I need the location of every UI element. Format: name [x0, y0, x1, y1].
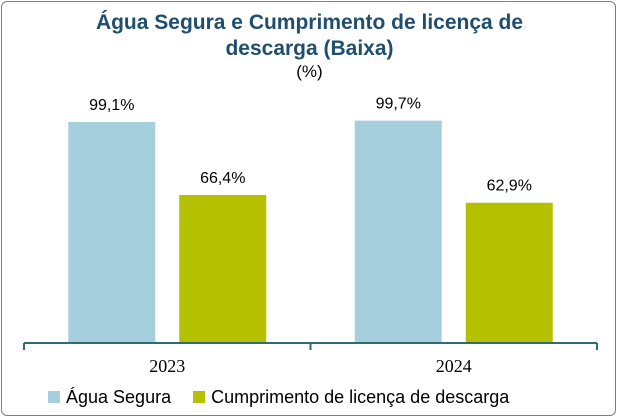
data-label-cumprimento-2023: 66,4% — [200, 170, 245, 187]
legend-swatch-cumprimento — [193, 391, 206, 403]
chart-title-line-2: descarga (Baixa) — [225, 37, 394, 60]
legend-item-cumprimento: Cumprimento de licença de descarga — [193, 387, 509, 408]
chart-title-line-1: Água Segura e Cumprimento de licença de — [95, 11, 524, 34]
bar-agua-segura-2023 — [68, 122, 156, 343]
legend-swatch-agua-segura — [48, 391, 60, 403]
bar-cumprimento-2024 — [465, 202, 553, 343]
chart-legend: Água Segura Cumprimento de licença de de… — [48, 385, 531, 409]
x-tick-label-2024: 2024 — [436, 356, 472, 376]
data-label-agua-segura-2024: 99,7% — [376, 96, 421, 113]
x-tick-label-2023: 2023 — [149, 356, 185, 376]
data-label-cumprimento-2024: 62,9% — [487, 178, 532, 195]
legend-label-cumprimento: Cumprimento de licença de descarga — [211, 386, 510, 407]
data-label-agua-segura-2023: 99,1% — [89, 97, 134, 114]
chart-title: Água Segura e Cumprimento de licença de … — [0, 10, 619, 62]
legend-label-agua-segura: Água Segura — [66, 386, 172, 407]
legend-item-agua-segura: Água Segura — [48, 387, 171, 408]
bar-cumprimento-2023 — [179, 194, 267, 343]
bar-agua-segura-2024 — [354, 120, 442, 343]
chart-unit-label: (%) — [296, 62, 323, 81]
